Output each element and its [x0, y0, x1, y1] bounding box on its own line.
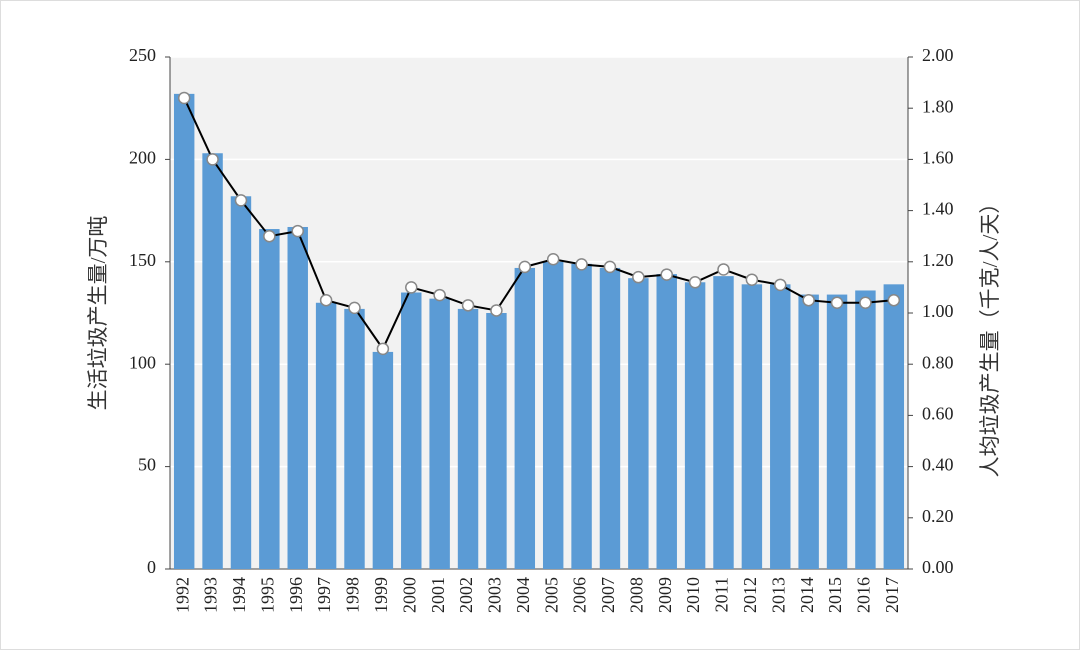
x-tick-label: 1997 [314, 577, 334, 613]
x-tick-label: 1996 [286, 577, 306, 613]
y2-tick-label: 1.20 [922, 250, 954, 270]
x-tick-label: 2016 [854, 577, 874, 613]
x-tick-label: 2005 [541, 577, 561, 613]
line-marker [717, 263, 730, 276]
bar [542, 261, 564, 569]
x-tick-label: 2010 [683, 577, 703, 613]
line-marker [206, 153, 219, 166]
x-tick-label: 2017 [882, 577, 902, 613]
x-tick-label: 2007 [598, 577, 618, 613]
line-marker [291, 224, 304, 238]
line-marker [774, 278, 787, 292]
line-marker [632, 270, 645, 284]
bar [457, 308, 479, 569]
y2-axis-label: 人均垃圾产生量（千克/人/天） [978, 193, 1002, 478]
y2-tick-label: 2.00 [922, 45, 954, 65]
line-marker [518, 260, 532, 274]
x-tick-label: 2002 [456, 577, 476, 613]
y2-tick-label: 0.00 [922, 557, 954, 577]
y-tick-label: 250 [129, 45, 156, 65]
bar [628, 278, 649, 569]
line-marker [490, 304, 503, 317]
y-tick-label: 50 [138, 455, 156, 475]
bar [429, 298, 450, 569]
line-marker [830, 296, 844, 310]
line-marker [745, 273, 759, 286]
bar [770, 284, 791, 569]
bar [855, 290, 876, 569]
x-tick-label: 2003 [485, 577, 505, 613]
y-tick-label: 150 [129, 250, 156, 270]
bar [259, 229, 280, 570]
x-tick-label: 2015 [825, 577, 845, 613]
line-marker [348, 301, 361, 315]
line-marker [859, 296, 872, 310]
line-marker [177, 91, 191, 105]
bar [684, 282, 706, 569]
x-tick-label: 2014 [797, 577, 817, 613]
x-tick-label: 2012 [740, 577, 760, 613]
bar [514, 267, 536, 569]
bar [713, 276, 734, 569]
bar [599, 267, 621, 569]
y2-tick-label: 0.60 [922, 404, 954, 424]
bar [202, 153, 223, 570]
bar [372, 351, 394, 569]
x-tick-label: 1994 [229, 577, 249, 613]
bar [486, 313, 507, 569]
line-marker [461, 299, 475, 312]
x-tick-label: 1992 [172, 577, 192, 613]
bar [287, 226, 308, 569]
plot-area [170, 57, 908, 569]
x-tick-label: 2008 [626, 577, 646, 613]
y2-tick-label: 1.80 [922, 96, 954, 116]
x-tick-label: 2001 [428, 577, 448, 613]
y-axis-label: 生活垃圾产生量/万吨 [86, 216, 110, 411]
x-tick-label: 2000 [399, 577, 419, 613]
y-tick-label: 0 [147, 557, 156, 577]
line-marker [263, 229, 276, 243]
line-marker [546, 252, 560, 266]
line-marker [319, 293, 333, 307]
bar [401, 292, 422, 569]
y2-tick-label: 1.40 [922, 199, 954, 219]
y2-tick-label: 1.00 [922, 301, 954, 321]
line-marker [234, 194, 248, 207]
bar [571, 263, 592, 569]
bar [741, 284, 763, 569]
x-tick-label: 2011 [712, 577, 732, 612]
bar [173, 93, 195, 569]
bar [315, 302, 337, 569]
x-tick-label: 1998 [343, 577, 363, 613]
x-tick-label: 2006 [570, 577, 590, 613]
x-tick-label: 1993 [201, 577, 221, 613]
bar [344, 308, 365, 569]
line-marker [575, 258, 588, 271]
y2-tick-label: 0.40 [922, 455, 954, 475]
line-marker [802, 293, 815, 307]
y-tick-label: 100 [129, 352, 156, 372]
bar [798, 294, 819, 569]
bar [826, 294, 848, 569]
line-marker [603, 260, 617, 274]
line-marker [433, 288, 446, 302]
bar [656, 274, 677, 569]
line-marker [376, 342, 390, 356]
x-tick-label: 1995 [257, 577, 277, 613]
x-tick-label: 2009 [655, 577, 675, 613]
y2-tick-label: 0.20 [922, 506, 954, 526]
y2-tick-label: 0.80 [922, 352, 954, 372]
line-marker [887, 293, 901, 307]
line-marker [660, 268, 673, 281]
x-tick-label: 2004 [513, 577, 533, 613]
x-tick-label: 2013 [768, 577, 788, 613]
line-marker [688, 276, 702, 289]
y-tick-label: 200 [129, 148, 156, 168]
x-tick-label: 1999 [371, 577, 391, 613]
bar [230, 196, 252, 569]
line-marker [405, 281, 418, 294]
bar [883, 284, 905, 569]
y2-tick-label: 1.60 [922, 148, 954, 168]
